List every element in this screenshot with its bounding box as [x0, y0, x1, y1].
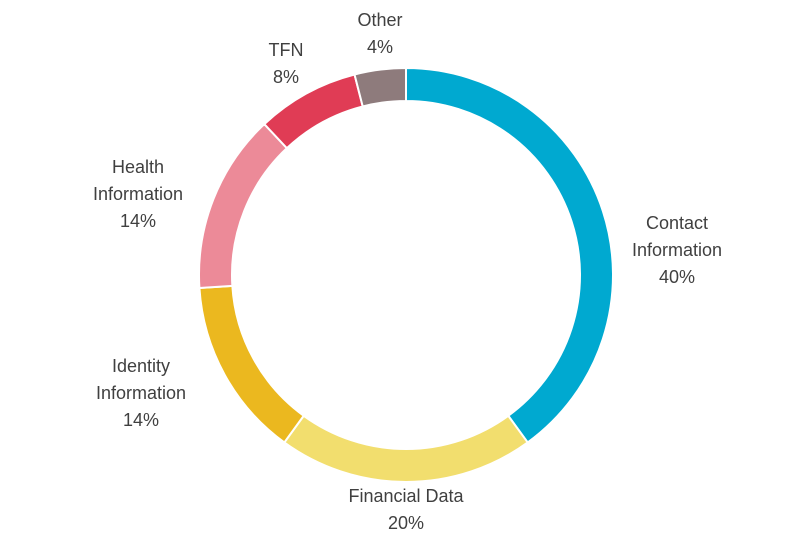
slice-financial-data — [282, 414, 530, 484]
data-label-other: Other 4% — [357, 10, 402, 57]
slice-health-information — [198, 122, 289, 290]
slice-labels: Contact Information 40% Financial Data 20% Id… — [93, 10, 722, 533]
slice-identity-information — [198, 284, 306, 444]
data-label-health-information: Health Information 14% — [93, 157, 183, 231]
data-label-tfn: TFN 8% — [269, 40, 304, 87]
data-label-identity-information: Identity Information 14% — [96, 356, 186, 430]
donut-slices — [198, 66, 614, 484]
slice-contact-information — [405, 66, 614, 444]
data-label-contact-information: Contact Information 40% — [632, 213, 722, 287]
slice-other — [353, 66, 407, 108]
data-label-financial-data: Financial Data 20% — [348, 486, 464, 533]
